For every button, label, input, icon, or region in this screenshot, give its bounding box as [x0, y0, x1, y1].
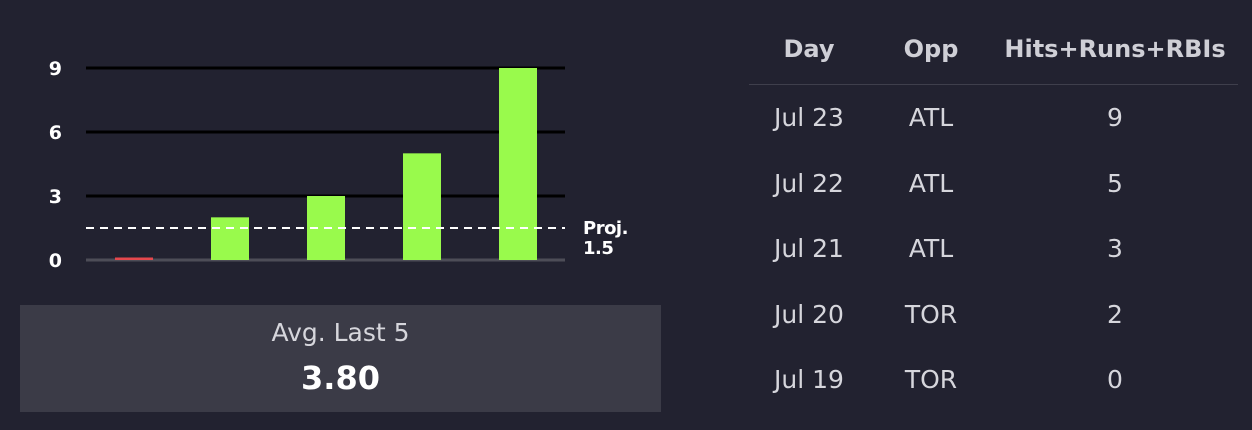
- cell-opp: ATL: [908, 168, 954, 198]
- cell-opp: TOR: [904, 299, 958, 329]
- average-panel: Avg. Last 5 3.80: [20, 305, 661, 412]
- bar-jul-22[interactable]: [403, 153, 441, 260]
- column-header-opp: Opp: [903, 35, 959, 63]
- cell-opp: ATL: [908, 103, 954, 132]
- cell-day: Jul 23: [774, 103, 844, 132]
- cell-stat: 5: [1107, 168, 1123, 198]
- table-header: Day Opp Hits+Runs+RBIs: [749, 20, 1238, 85]
- cell-stat: 2: [1107, 299, 1123, 329]
- projection-marker: Proj.1.5: [86, 218, 628, 259]
- y-axis: 0 3 6 9: [49, 58, 62, 272]
- cell-stat: 3: [1107, 234, 1123, 263]
- projection-label: Proj.: [583, 218, 628, 239]
- y-tick-label: 6: [49, 122, 62, 144]
- y-tick-label: 3: [49, 186, 62, 208]
- average-label: Avg. Last 5: [271, 318, 410, 347]
- table-row: Jul 20 TOR 2: [749, 282, 1238, 348]
- projection-value: 1.5: [583, 238, 613, 259]
- cell-day: Jul 22: [774, 168, 844, 198]
- table-row: Jul 23 ATL 9: [749, 85, 1238, 151]
- table-row: Jul 22 ATL 5: [749, 151, 1238, 217]
- bar-jul-20[interactable]: [211, 217, 249, 260]
- cell-day: Jul 19: [774, 365, 844, 394]
- cell-stat: 9: [1107, 103, 1123, 132]
- column-header-stat: Hits+Runs+RBIs: [1004, 35, 1226, 63]
- table-row: Jul 21 ATL 3: [749, 216, 1238, 282]
- bar-chart: 0 3 6 9 Proj.1.5: [49, 58, 629, 272]
- y-tick-label: 0: [49, 250, 62, 272]
- cell-day: Jul 21: [774, 234, 844, 263]
- cell-opp: ATL: [908, 234, 954, 263]
- cell-stat: 0: [1107, 365, 1123, 394]
- bar-jul-19[interactable]: [115, 257, 153, 261]
- y-tick-label: 9: [49, 58, 62, 80]
- average-value: 3.80: [301, 359, 380, 397]
- chart-bars: [115, 68, 537, 260]
- table-row: Jul 19 TOR 0: [749, 347, 1238, 413]
- cell-day: Jul 20: [774, 299, 844, 329]
- column-header-day: Day: [783, 35, 835, 63]
- cell-opp: TOR: [904, 365, 958, 394]
- game-log-table: Day Opp Hits+Runs+RBIs Jul 23 ATL 9 Jul …: [749, 20, 1238, 413]
- bar-jul-23[interactable]: [499, 68, 537, 260]
